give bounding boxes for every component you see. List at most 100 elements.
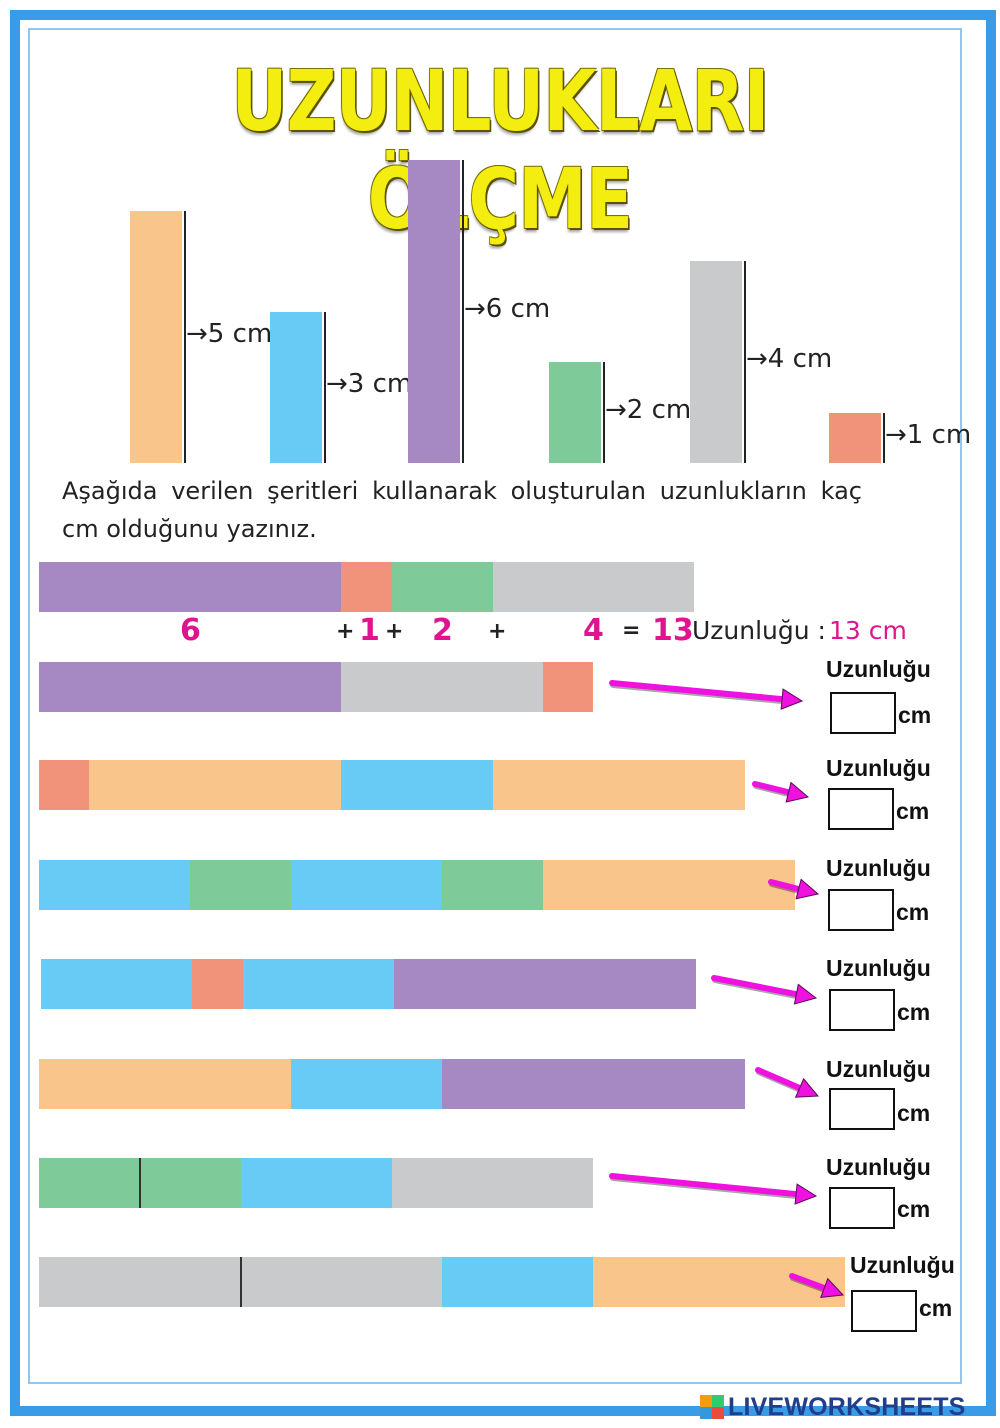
answer-input-box[interactable] bbox=[828, 889, 894, 931]
strip-segment-salmon bbox=[341, 562, 392, 612]
strip-segment-purple bbox=[393, 959, 697, 1009]
legend-bar-blue bbox=[270, 311, 326, 463]
example-total: 13 bbox=[652, 613, 694, 648]
answer-unit: cm bbox=[897, 1100, 931, 1126]
strip-segment-green bbox=[138, 1158, 241, 1208]
example-strip bbox=[39, 562, 695, 612]
instructions-text: Aşağıda verilen şeritleri kullanarak olu… bbox=[62, 477, 862, 543]
example-result-label: Uzunluğu : bbox=[692, 616, 826, 645]
legend-bar-salmon bbox=[829, 412, 885, 463]
legend-length-label: →3 cm bbox=[326, 369, 413, 400]
example-term: 6 bbox=[180, 613, 201, 648]
legend-measure-line bbox=[184, 210, 186, 463]
answer-unit: cm bbox=[896, 798, 930, 824]
exercise-strip bbox=[39, 662, 594, 712]
example-term: 1 bbox=[359, 613, 380, 648]
footer-brand: LIVEWORKSHEETS bbox=[700, 1392, 966, 1422]
legend-bar-purple bbox=[408, 160, 464, 463]
pointer-arrow-icon bbox=[609, 680, 804, 710]
legend-measure-line bbox=[462, 160, 464, 463]
strip-segment-orange bbox=[492, 760, 745, 810]
strip-segment-gray bbox=[39, 1257, 241, 1307]
example-result-value: 13 cm bbox=[829, 616, 907, 645]
answer-label: Uzunluğu bbox=[826, 755, 931, 781]
strip-segment-blue bbox=[442, 1257, 594, 1307]
answer-input-box[interactable] bbox=[851, 1290, 917, 1332]
exercise-strip bbox=[39, 1257, 846, 1307]
answer-input-box[interactable] bbox=[829, 1187, 895, 1229]
legend-measure-line bbox=[744, 261, 746, 463]
example-term: 2 bbox=[432, 613, 453, 648]
answer-label: Uzunluğu bbox=[850, 1252, 955, 1278]
footer-brand-text: LIVEWORKSHEETS bbox=[728, 1392, 966, 1421]
strip-segment-blue bbox=[291, 1059, 443, 1109]
legend-length-label: →6 cm bbox=[464, 293, 551, 324]
strip-segment-salmon bbox=[542, 662, 594, 712]
exercise-strip bbox=[39, 860, 795, 910]
strip-segment-orange bbox=[542, 860, 795, 910]
strip-segment-purple bbox=[39, 662, 342, 712]
exercise-strip bbox=[39, 760, 745, 810]
answer-unit: cm bbox=[897, 999, 931, 1025]
example-term: 4 bbox=[583, 613, 604, 648]
pointer-arrow-icon bbox=[752, 781, 810, 803]
legend-bar-gray bbox=[690, 261, 746, 463]
pointer-arrow-icon bbox=[755, 1067, 820, 1098]
exercise-strip bbox=[39, 1059, 745, 1109]
strip-segment-gray bbox=[391, 1158, 594, 1208]
answer-input-box[interactable] bbox=[829, 1088, 895, 1130]
legend-length-label: →2 cm bbox=[605, 394, 692, 425]
strip-segment-gray bbox=[239, 1257, 443, 1307]
legend-bar-orange bbox=[130, 210, 186, 463]
strip-segment-green bbox=[442, 860, 543, 910]
answer-input-box[interactable] bbox=[830, 692, 896, 734]
strip-segment-blue bbox=[242, 959, 394, 1009]
answer-unit: cm bbox=[898, 702, 932, 728]
strip-segment-orange bbox=[89, 760, 342, 810]
plus-sign: + bbox=[336, 619, 355, 644]
strip-segment-blue bbox=[240, 1158, 392, 1208]
strip-segment-orange bbox=[39, 1059, 291, 1109]
plus-sign: + bbox=[385, 619, 404, 644]
strip-segment-salmon bbox=[192, 959, 243, 1009]
answer-unit: cm bbox=[896, 899, 930, 925]
strip-segment-salmon bbox=[39, 760, 90, 810]
pointer-arrow-icon bbox=[789, 1273, 845, 1298]
legend-length-label: →5 cm bbox=[186, 318, 273, 349]
legend-measure-line bbox=[324, 311, 326, 463]
strip-segment-purple bbox=[442, 1059, 745, 1109]
strip-segment-blue bbox=[41, 959, 193, 1009]
answer-unit: cm bbox=[919, 1295, 953, 1321]
answer-label: Uzunluğu bbox=[826, 1154, 931, 1180]
plus-sign: + bbox=[488, 619, 507, 644]
page-frame-inner bbox=[28, 28, 962, 1384]
legend-length-label: →1 cm bbox=[885, 419, 972, 450]
strip-segment-gray bbox=[341, 662, 543, 712]
answer-input-box[interactable] bbox=[829, 989, 895, 1031]
exercise-strip bbox=[39, 1158, 594, 1208]
exercise-strip bbox=[41, 959, 697, 1009]
legend-bar-green bbox=[549, 362, 605, 463]
strip-segment-blue bbox=[39, 860, 191, 910]
strip-segment-green bbox=[190, 860, 291, 910]
answer-label: Uzunluğu bbox=[826, 855, 931, 881]
answer-label: Uzunluğu bbox=[826, 656, 931, 682]
strip-segment-blue bbox=[341, 760, 493, 810]
legend-length-label: →4 cm bbox=[746, 344, 833, 374]
strip-segment-green bbox=[391, 562, 493, 612]
strip-segment-gray bbox=[492, 562, 695, 612]
legend-measure-line bbox=[883, 412, 885, 463]
equals-sign: = bbox=[622, 618, 641, 643]
answer-label: Uzunluğu bbox=[826, 1056, 931, 1082]
legend-measure-line bbox=[603, 362, 605, 463]
answer-input-box[interactable] bbox=[828, 788, 894, 830]
answer-label: Uzunluğu bbox=[826, 955, 931, 981]
strip-segment-green bbox=[39, 1158, 140, 1208]
answer-unit: cm bbox=[897, 1196, 931, 1222]
strip-segment-purple bbox=[39, 562, 342, 612]
pointer-arrow-icon bbox=[711, 975, 818, 1005]
strip-segment-blue bbox=[290, 860, 443, 910]
pointer-arrow-icon bbox=[768, 878, 820, 900]
